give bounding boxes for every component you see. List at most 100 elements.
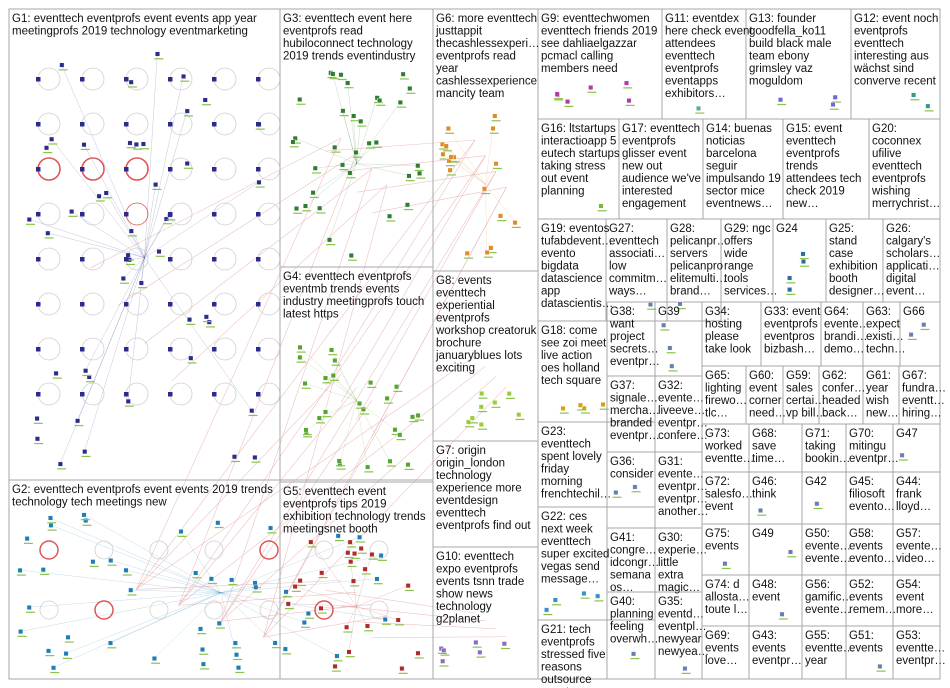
group-keyword-line: eventprofs <box>872 173 926 185</box>
group-keyword-line: eventpr… <box>610 430 660 442</box>
group-keyword-line: merrychrist… <box>872 198 940 210</box>
group-keyword-line: eventprofs <box>665 63 719 75</box>
group-title-g47: G47 <box>896 428 918 440</box>
group-label-g66: G66 <box>903 306 925 318</box>
node-marker <box>256 392 261 397</box>
node-marker <box>83 518 89 523</box>
group-title-g2: G2: eventtech eventprofs event events 20… <box>12 484 273 496</box>
group-label-g46: G46: think <box>752 476 777 501</box>
group-keyword-line: hubiloconnect technology <box>283 38 413 50</box>
node-marker <box>293 206 299 211</box>
group-keyword-line: trends <box>786 161 818 173</box>
node-marker <box>124 302 129 307</box>
group-title-g75: G75: <box>705 528 730 540</box>
cluster-edge <box>220 592 276 643</box>
group-keyword-line: eventtech <box>541 439 591 451</box>
group-keyword-line: sector mice <box>706 186 765 198</box>
group-keyword-line: exhibition <box>829 261 878 273</box>
cluster-edge <box>485 184 488 253</box>
node-marker <box>80 167 85 172</box>
cluster-edge <box>485 184 515 223</box>
group-keyword-line: project <box>610 331 645 343</box>
self-loop <box>213 112 237 136</box>
group-keyword-line: exhibitors… <box>665 88 726 100</box>
node-marker <box>661 322 667 328</box>
node-marker <box>252 454 258 460</box>
self-loop <box>125 112 149 136</box>
group-keyword-line: seguir <box>706 161 737 173</box>
group-title-g61: G61: <box>866 370 891 382</box>
cluster-edge <box>304 383 357 401</box>
cluster-edge <box>312 163 357 193</box>
node-marker <box>184 108 190 114</box>
group-keyword-line: evente… <box>896 541 942 553</box>
cluster-edge <box>28 219 145 258</box>
self-loop <box>369 540 389 560</box>
group-keyword-line: evente… <box>805 541 851 553</box>
cluster-edge <box>299 356 357 401</box>
group-label-g8: G8: events eventtech experiential eventprof… <box>435 275 537 375</box>
group-title-g6: G6: more eventtech <box>436 13 537 25</box>
cluster-edge <box>342 110 357 164</box>
group-keyword-line: experie… <box>658 545 707 557</box>
group-keyword-line: wish <box>865 395 889 407</box>
group-label-g68: G68: save time… <box>752 428 785 465</box>
group-keyword-line: wide <box>723 248 748 260</box>
self-loop <box>213 247 237 271</box>
self-loop <box>213 202 237 226</box>
group-keyword-line: event <box>896 592 925 604</box>
node-marker <box>168 392 173 397</box>
group-title-g49: G49 <box>752 528 774 540</box>
node-marker <box>493 161 499 167</box>
group-keyword-line: datascientis… <box>541 298 613 310</box>
group-box-g64 <box>820 301 864 367</box>
group-keyword-line: super excited <box>541 549 609 561</box>
group-keyword-line: eutech startups <box>541 148 620 160</box>
cluster-edge <box>356 554 372 607</box>
group-label-g51: G51: events <box>849 630 883 655</box>
group-keyword-line: event <box>705 501 734 513</box>
group-keyword-line: confere… <box>658 430 708 442</box>
node-marker <box>577 402 583 408</box>
node-marker <box>348 559 354 565</box>
node-marker <box>516 412 522 418</box>
group-keyword-line: vp bill… <box>786 408 827 420</box>
node-marker <box>787 275 793 281</box>
inter-cluster-edge <box>263 615 388 638</box>
self-loop <box>37 67 61 91</box>
cluster-edge <box>28 592 222 608</box>
group-keyword-line: eventd… <box>658 609 704 621</box>
node-marker <box>669 363 675 369</box>
group-title-g25: G25: <box>829 223 854 235</box>
node-marker <box>216 620 222 626</box>
node-marker <box>63 651 69 657</box>
group-keyword-line: signale… <box>610 393 658 405</box>
node-marker <box>384 395 390 401</box>
inter-cluster-edge <box>356 171 497 420</box>
cluster-edge <box>447 128 486 185</box>
node-marker <box>479 390 485 396</box>
group-keyword-line: events <box>849 643 883 655</box>
group-title-g22: G22: ces <box>541 511 587 523</box>
group-keyword-line: evente… <box>658 469 704 481</box>
group-keyword-line: firewo… <box>705 395 747 407</box>
group-keyword-line: evento… <box>849 553 895 565</box>
cluster-edge <box>329 163 357 240</box>
node-marker <box>96 193 102 199</box>
group-keyword-line: lighting <box>705 383 741 395</box>
cluster-edge <box>220 586 256 593</box>
group-label-g20: G20: coconnex ufilive eventtech eventprofs wi… <box>871 123 940 210</box>
self-loop <box>204 540 224 560</box>
cluster-edge <box>356 97 378 164</box>
group-keyword-line: take look <box>705 344 751 356</box>
group-title-g54: G54: <box>896 579 921 591</box>
group-keyword-line: bizbash… <box>764 344 815 356</box>
group-keyword-line: pelicanpro <box>670 261 723 273</box>
node-marker <box>82 449 88 455</box>
node-marker <box>252 580 258 586</box>
group-title-g23: G23: <box>541 426 566 438</box>
group-keyword-line: message… <box>541 574 599 586</box>
node-marker <box>358 118 364 124</box>
inter-cluster-edge <box>178 387 357 606</box>
